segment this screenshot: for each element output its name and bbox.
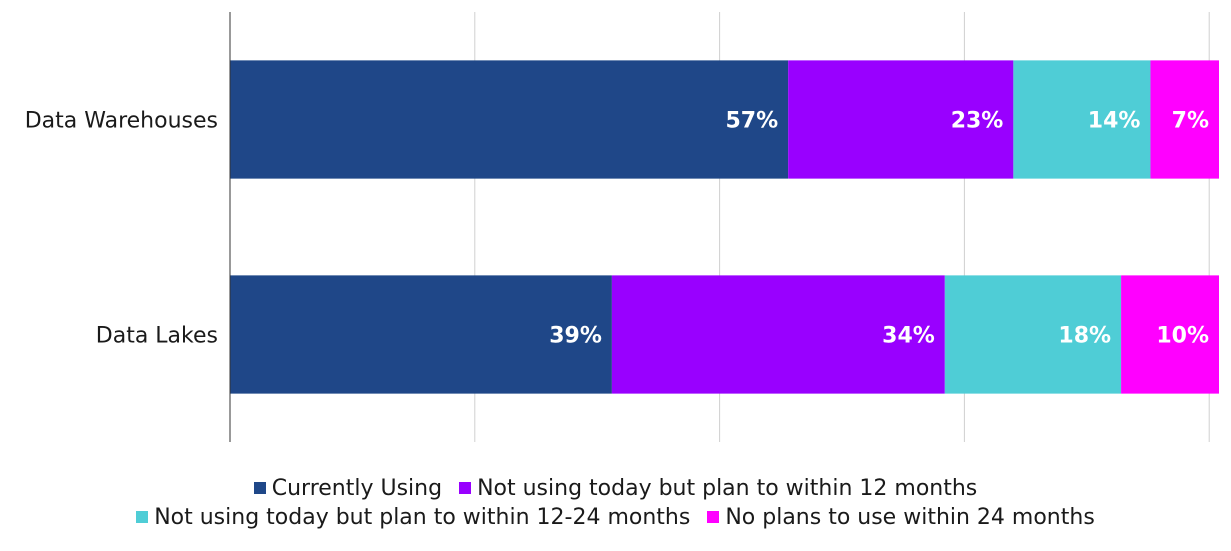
legend-item-currently-using: Currently Using <box>253 474 443 503</box>
data-label: 14% <box>1088 109 1141 134</box>
bar-segment <box>1121 275 1219 394</box>
bar-segment <box>230 60 789 179</box>
legend-swatch <box>459 482 472 494</box>
category-label: Data Warehouses <box>25 109 218 134</box>
bar-segment <box>611 275 945 394</box>
data-label: 7% <box>1172 109 1209 134</box>
data-label: 18% <box>1058 324 1111 349</box>
legend-swatch <box>136 511 149 523</box>
legend: Currently Using Not using today but plan… <box>0 474 1231 532</box>
category-label: Data Lakes <box>96 324 218 349</box>
legend-row-1: Currently Using Not using today but plan… <box>0 474 1231 503</box>
legend-swatch <box>253 482 266 494</box>
bar-segment <box>1013 60 1151 179</box>
legend-label: Currently Using <box>271 476 443 501</box>
data-label: 23% <box>951 109 1004 134</box>
legend-item-no-plans: No plans to use within 24 months <box>707 503 1095 532</box>
bar-segment <box>788 60 1014 179</box>
legend-item-plan-12-months: Not using today but plan to within 12 mo… <box>459 474 977 503</box>
legend-item-plan-12-24-months: Not using today but plan to within 12-24… <box>136 503 690 532</box>
bars: 57% 23% 14% 7% 39% 34% 18% 10% <box>230 60 1219 394</box>
bar-segment <box>230 275 612 394</box>
stacked-bar-chart: 57% 23% 14% 7%39% 34% 18% 10% Data WarehousesD… <box>25 12 1219 442</box>
data-label: 57% <box>725 109 778 134</box>
data-label: 10% <box>1156 324 1209 349</box>
legend-label: Not using today but plan to within 12-24… <box>154 505 691 530</box>
legend-row-2: Not using today but plan to within 12-24… <box>0 503 1231 532</box>
legend-swatch <box>707 511 720 523</box>
legend-label: No plans to use within 24 months <box>725 505 1095 530</box>
data-label: 34% <box>882 324 935 349</box>
data-label: 39% <box>549 324 602 349</box>
legend-label: Not using today but plan to within 12 mo… <box>477 476 978 501</box>
category-labels: Data Warehouses Data Lakes <box>25 109 218 349</box>
bar-segment <box>944 275 1122 394</box>
bar-segment <box>1150 60 1219 179</box>
